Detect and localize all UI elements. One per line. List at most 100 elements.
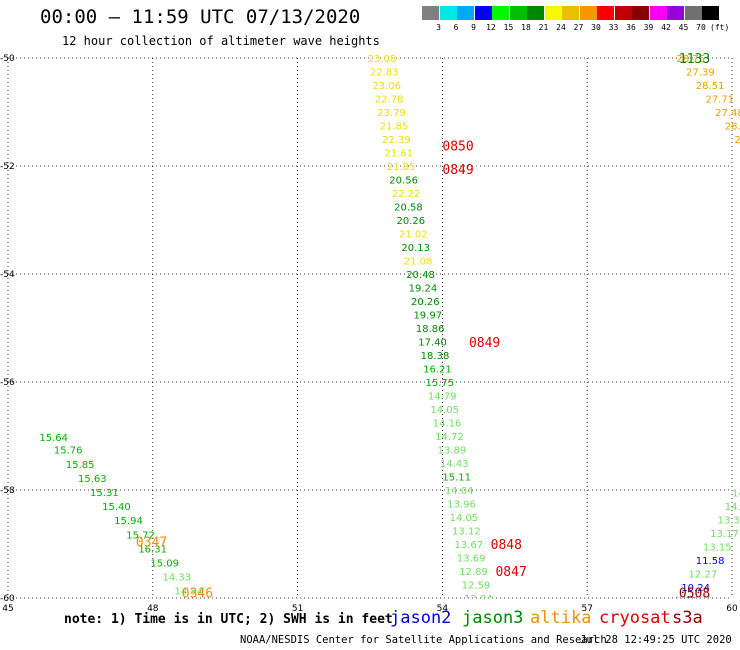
scale-swatch [544, 6, 562, 20]
satellite-legend-s3a: s3a [672, 608, 703, 628]
wave-height-value: 15.64 [39, 433, 68, 444]
scale-swatch [422, 6, 439, 20]
lat-tick-label: -54 [0, 270, 15, 280]
wave-height-value: 14.05 [430, 405, 459, 416]
scale-swatch [474, 6, 492, 20]
scale-tick-label: 21 [538, 23, 549, 32]
scale-swatch [492, 6, 509, 20]
wave-height-value: 28.51 [696, 81, 725, 92]
wave-height-value: 21.08 [404, 257, 433, 268]
wave-height-value: 14.19 [725, 502, 740, 513]
wave-height-value: 21.85 [387, 162, 416, 173]
wave-height-value: 15.94 [114, 516, 143, 527]
wave-height-value: 13.36 [718, 516, 740, 527]
wave-height-value: 14.04 [445, 486, 474, 497]
scale-tick-label: 70 [696, 23, 706, 32]
wave-height-value: 19.97 [413, 311, 442, 322]
scale-tick-label: 3 [436, 23, 441, 32]
wave-height-value: 12.89 [459, 567, 488, 578]
wave-height-value: 27.39 [686, 68, 715, 79]
wave-height-value: 28.75 [676, 54, 705, 65]
pass-time-label: 0847 [495, 565, 526, 580]
pass-time-label: 0346 [182, 587, 213, 602]
wave-height-value: 12.27 [689, 570, 718, 581]
scale-swatch [457, 6, 474, 20]
scale-tick-label: 6 [453, 23, 459, 32]
scale-tick-label: 12 [486, 23, 496, 32]
wave-height-value: 9.67 [674, 597, 696, 608]
scale-tick-label: 45 [678, 23, 689, 32]
wave-height-value: 20.58 [394, 203, 423, 214]
scale-tick-label: 24 [556, 23, 566, 32]
wave-height-value: 22.78 [375, 95, 404, 106]
wave-height-value: 16.31 [138, 544, 167, 555]
wave-height-value: 13.17 [710, 529, 739, 540]
pass-time-label: 0849 [469, 336, 500, 351]
scale-swatch [562, 6, 579, 20]
wave-height-value: 13.89 [438, 446, 467, 457]
wave-height-value: 28.20 [725, 122, 740, 133]
page-title: 00:00 – 11:59 UTC 07/13/2020 [40, 6, 361, 28]
wave-height-value: 13.12 [452, 527, 481, 538]
wave-height-value: 14.05 [450, 513, 479, 524]
wave-height-value: 13.69 [457, 554, 486, 565]
wave-height-value: 13.93 [187, 600, 216, 611]
wave-height-value: 13.15 [703, 543, 732, 554]
wave-height-value: 22.83 [370, 68, 399, 79]
scale-swatch [684, 6, 702, 20]
wave-height-value: 21.61 [384, 149, 413, 160]
wave-height-value: 11.58 [696, 556, 725, 567]
wave-height-value: 14.54 [732, 489, 740, 500]
wave-height-value: 15.40 [102, 502, 131, 513]
scale-tick-label: 9 [471, 23, 476, 32]
scale-tick-label: 27 [573, 23, 584, 32]
wave-height-value: 22.39 [382, 135, 411, 146]
wave-height-value: 20.26 [397, 216, 426, 227]
pass-time-label: 0347 [136, 535, 167, 550]
scale-tick-label: 15 [503, 23, 514, 32]
wave-height-value: 14.84 [175, 586, 204, 597]
wave-height-value: 13.96 [447, 500, 476, 511]
wave-height-value: 14.43 [440, 459, 469, 470]
lon-tick-label: 54 [437, 604, 449, 614]
lat-tick-label: -52 [0, 162, 15, 172]
wave-height-value: 21.85 [380, 122, 409, 133]
wave-height-value: 27.71 [705, 95, 734, 106]
satellite-legend-jason2: jason2 [390, 608, 452, 628]
wave-height-value: 14.16 [433, 419, 462, 430]
wave-height-value: 19.24 [409, 284, 438, 295]
wave-height-value: 18.38 [421, 351, 450, 362]
wave-height-value: 13.67 [454, 540, 483, 551]
wave-height-value: 22.22 [392, 189, 421, 200]
scale-swatch [614, 6, 632, 20]
wave-height-value: 12.04 [464, 594, 493, 605]
wave-height-value: 23.08 [368, 54, 397, 65]
lon-tick-label: 57 [581, 604, 592, 614]
scale-tick-label: 18 [521, 23, 531, 32]
lat-tick-label: -56 [0, 378, 15, 388]
wave-height-value: 17.40 [418, 338, 447, 349]
wave-height-value: 12.59 [462, 581, 491, 592]
scale-swatch [702, 6, 719, 20]
scale-swatch [667, 6, 684, 20]
scale-tick-label: 39 [643, 23, 654, 32]
satellite-legend-altika: altika [530, 608, 592, 628]
wave-height-value: 20.48 [406, 270, 435, 281]
wave-height-value: 21.02 [399, 230, 428, 241]
scale-swatch [527, 6, 544, 20]
scale-swatch [439, 6, 457, 20]
footer-note: note: 1) Time is in UTC; 2) SWH is in fe… [64, 612, 393, 627]
pass-time-label: 0848 [491, 538, 522, 553]
satellite-legend-jason3: jason3 [462, 608, 524, 628]
scale-swatch [579, 6, 597, 20]
scale-tick-label: 30 [591, 23, 601, 32]
pass-time-label: 1133 [679, 52, 710, 67]
lon-tick-label: 60 [726, 604, 738, 614]
wave-height-value: 15.11 [442, 473, 471, 484]
wave-height-value: 15.31 [90, 488, 119, 499]
scale-tick-label: (ft) [710, 23, 730, 32]
lon-tick-label: 51 [292, 604, 303, 614]
wave-height-value: 15.09 [150, 558, 179, 569]
lat-tick-label: -50 [0, 54, 15, 64]
